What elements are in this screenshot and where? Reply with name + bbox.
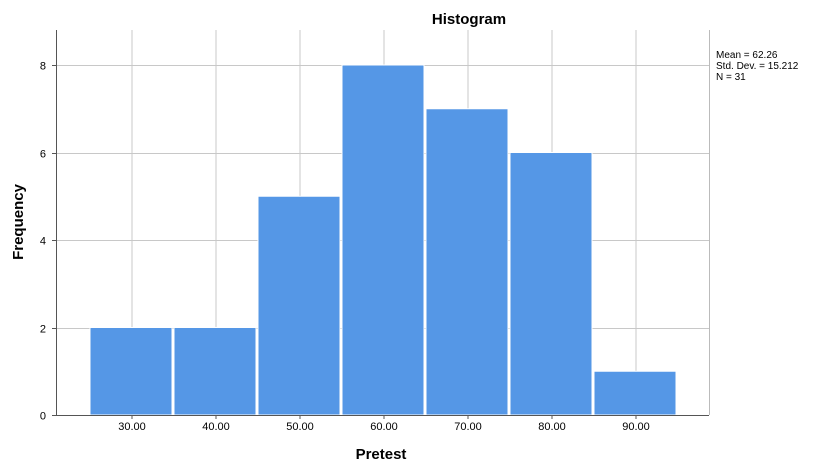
bar-70.00 [425, 108, 509, 416]
bar-90.00 [593, 370, 677, 416]
y-tick-labels: 0 2 4 6 8 [40, 61, 46, 423]
x-tick-label: 80.00 [538, 421, 566, 433]
x-tick-label: 30.00 [118, 421, 146, 433]
y-tick-label: 2 [40, 324, 46, 336]
bar-50.00 [257, 195, 341, 416]
y-tick-label: 4 [40, 236, 46, 248]
x-axis-title: Pretest [356, 446, 407, 463]
y-tick-label: 6 [40, 149, 46, 161]
axes [52, 30, 710, 419]
bar-80.00 [509, 152, 593, 416]
x-tick-label: 90.00 [622, 421, 650, 433]
stats-box: Mean = 62.26 Std. Dev. = 15.212 N = 31 [716, 50, 799, 83]
y-tick-label: 8 [40, 61, 46, 73]
bars [89, 64, 677, 416]
x-tick-label: 50.00 [286, 421, 314, 433]
x-tick-labels: 30.00 40.00 50.00 60.00 70.00 80.00 90.00 [118, 421, 650, 433]
bar-30.00 [89, 327, 173, 416]
bar-60.00 [341, 64, 425, 416]
stats-std-dev: Std. Dev. = 15.212 [716, 61, 799, 72]
chart-title: Histogram [432, 11, 506, 28]
bar-40.00 [173, 327, 257, 416]
x-tick-label: 60.00 [370, 421, 398, 433]
y-axis-title: Frequency [10, 183, 27, 260]
x-tick-label: 40.00 [202, 421, 230, 433]
stats-n: N = 31 [716, 72, 746, 83]
stats-mean: Mean = 62.26 [716, 50, 778, 61]
x-tick-label: 70.00 [454, 421, 482, 433]
y-tick-label: 0 [40, 411, 46, 423]
